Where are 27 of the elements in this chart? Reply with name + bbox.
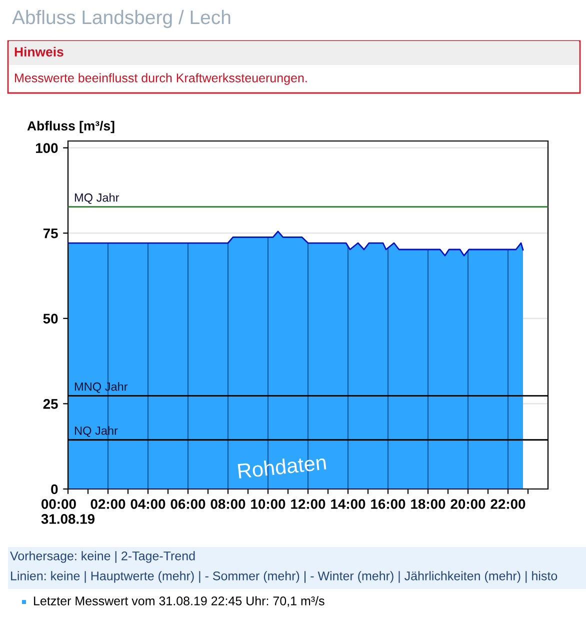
ref-line-label: MNQ Jahr xyxy=(74,382,128,393)
x-tick-label: 16:00 xyxy=(371,499,406,509)
x-tick-label: 12:00 xyxy=(291,499,326,509)
x-tick-label: 08:00 xyxy=(210,499,246,509)
ref-line-label: MQ Jahr xyxy=(74,193,120,204)
x-tick-label: 18:00 xyxy=(411,499,446,509)
x-tick-label: 20:00 xyxy=(450,499,486,509)
x-tick-label: 14:00 xyxy=(331,499,366,509)
y-tick-label: 25 xyxy=(43,399,58,409)
y-tick-label: 50 xyxy=(43,314,58,324)
text: Vorhersage: keine | 2-Tage-Trend xyxy=(10,551,195,563)
y-axis-title: Abfluss [m³/s] xyxy=(27,120,114,134)
chart-title: Abfluss Landsberg / Lech xyxy=(12,10,230,28)
x-tick-label: 04:00 xyxy=(130,499,166,509)
text: Hinweis xyxy=(14,46,64,57)
x-tick-label: 22:00 xyxy=(490,499,526,509)
x-tick-label: 10:00 xyxy=(251,499,286,509)
text: Letzter Messwert vom 31.08.19 22:45 Uhr: 70,1 m³/s xyxy=(34,596,324,607)
y-tick-label: 75 xyxy=(43,228,58,238)
x-tick-label: 06:00 xyxy=(170,499,206,509)
y-tick-label: 100 xyxy=(36,143,58,153)
text: Linien: keine | Hauptwerte (mehr) | - Sommer (mehr) | - Winter (mehr) | Jährlichkeiten (mehr) | histo xyxy=(11,571,558,583)
x-tick-label: 02:00 xyxy=(90,499,126,509)
y-tick-label: 0 xyxy=(51,484,58,494)
text: Messwerte beeinflusst durch Kraftwerkssteuerungen. xyxy=(15,73,307,85)
annotation: Rohdaten xyxy=(238,454,326,479)
ref-line-label: NQ Jahr xyxy=(74,426,118,437)
